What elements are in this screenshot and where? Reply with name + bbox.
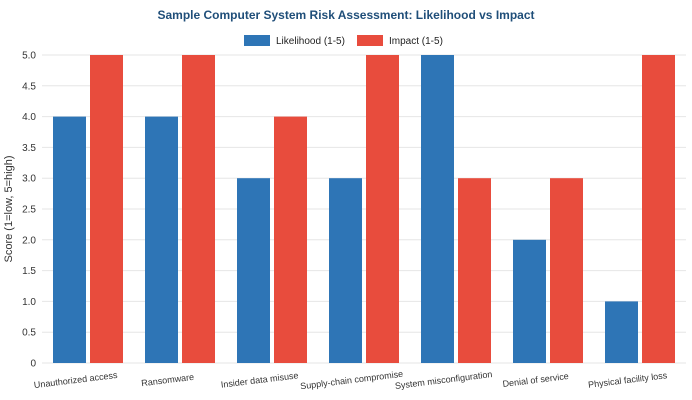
x-tick-label: Unauthorized access (33, 370, 118, 390)
bar-impact-2 (182, 55, 215, 363)
y-tick-label: 1.5 (22, 266, 36, 277)
bar-impact-1 (90, 55, 123, 363)
gridlines (42, 54, 686, 364)
bar-likelihood-6 (513, 239, 546, 363)
y-tick-label: 3.0 (22, 174, 36, 185)
y-tick-label: 2.0 (22, 235, 36, 246)
bar-impact-5 (458, 178, 491, 363)
bar-likelihood-5 (421, 55, 454, 363)
x-tick-label: Physical facility loss (588, 370, 669, 390)
x-tick-label: Denial of service (502, 371, 569, 389)
bar-likelihood-7 (605, 301, 638, 363)
bar-likelihood-4 (329, 178, 362, 363)
y-tick-label: 5.0 (22, 51, 36, 62)
bars (53, 55, 675, 363)
x-tick-label: System misconfiguration (394, 369, 493, 391)
y-tick-label: 0 (30, 359, 36, 370)
x-axis-ticks: Unauthorized access Ransomware Insider dat… (33, 369, 668, 392)
y-tick-label: 0.5 (22, 328, 36, 339)
y-tick-label: 4.0 (22, 112, 36, 123)
legend-label-impact: Impact (1-5) (389, 36, 443, 47)
legend-swatch-impact (357, 35, 383, 46)
y-axis-label: Score (1=low, 5=high) (3, 155, 15, 262)
legend-label-likelihood: Likelihood (1-5) (276, 36, 345, 47)
bar-impact-4 (366, 55, 399, 363)
y-tick-label: 2.5 (22, 205, 36, 216)
bar-likelihood-3 (237, 178, 270, 363)
bar-impact-7 (642, 55, 675, 363)
x-tick-label: Ransomware (141, 372, 195, 388)
bar-impact-6 (550, 178, 583, 363)
legend: Likelihood (1-5) Impact (1-5) (244, 35, 443, 47)
x-tick-label: Supply-chain compromise (300, 369, 404, 392)
bar-likelihood-1 (53, 116, 86, 363)
y-tick-label: 3.5 (22, 143, 36, 154)
y-tick-label: 4.5 (22, 81, 36, 92)
bar-likelihood-2 (145, 116, 178, 363)
y-tick-label: 1.0 (22, 297, 36, 308)
bar-impact-3 (274, 116, 307, 363)
chart-title: Sample Computer System Risk Assessment: … (157, 8, 534, 22)
legend-swatch-likelihood (244, 35, 270, 46)
x-tick-label: Insider data misuse (220, 370, 299, 389)
y-axis-ticks: 0 0.5 1.0 1.5 2.0 2.5 3.0 3.5 4.0 4.5 5.0 (22, 51, 36, 370)
